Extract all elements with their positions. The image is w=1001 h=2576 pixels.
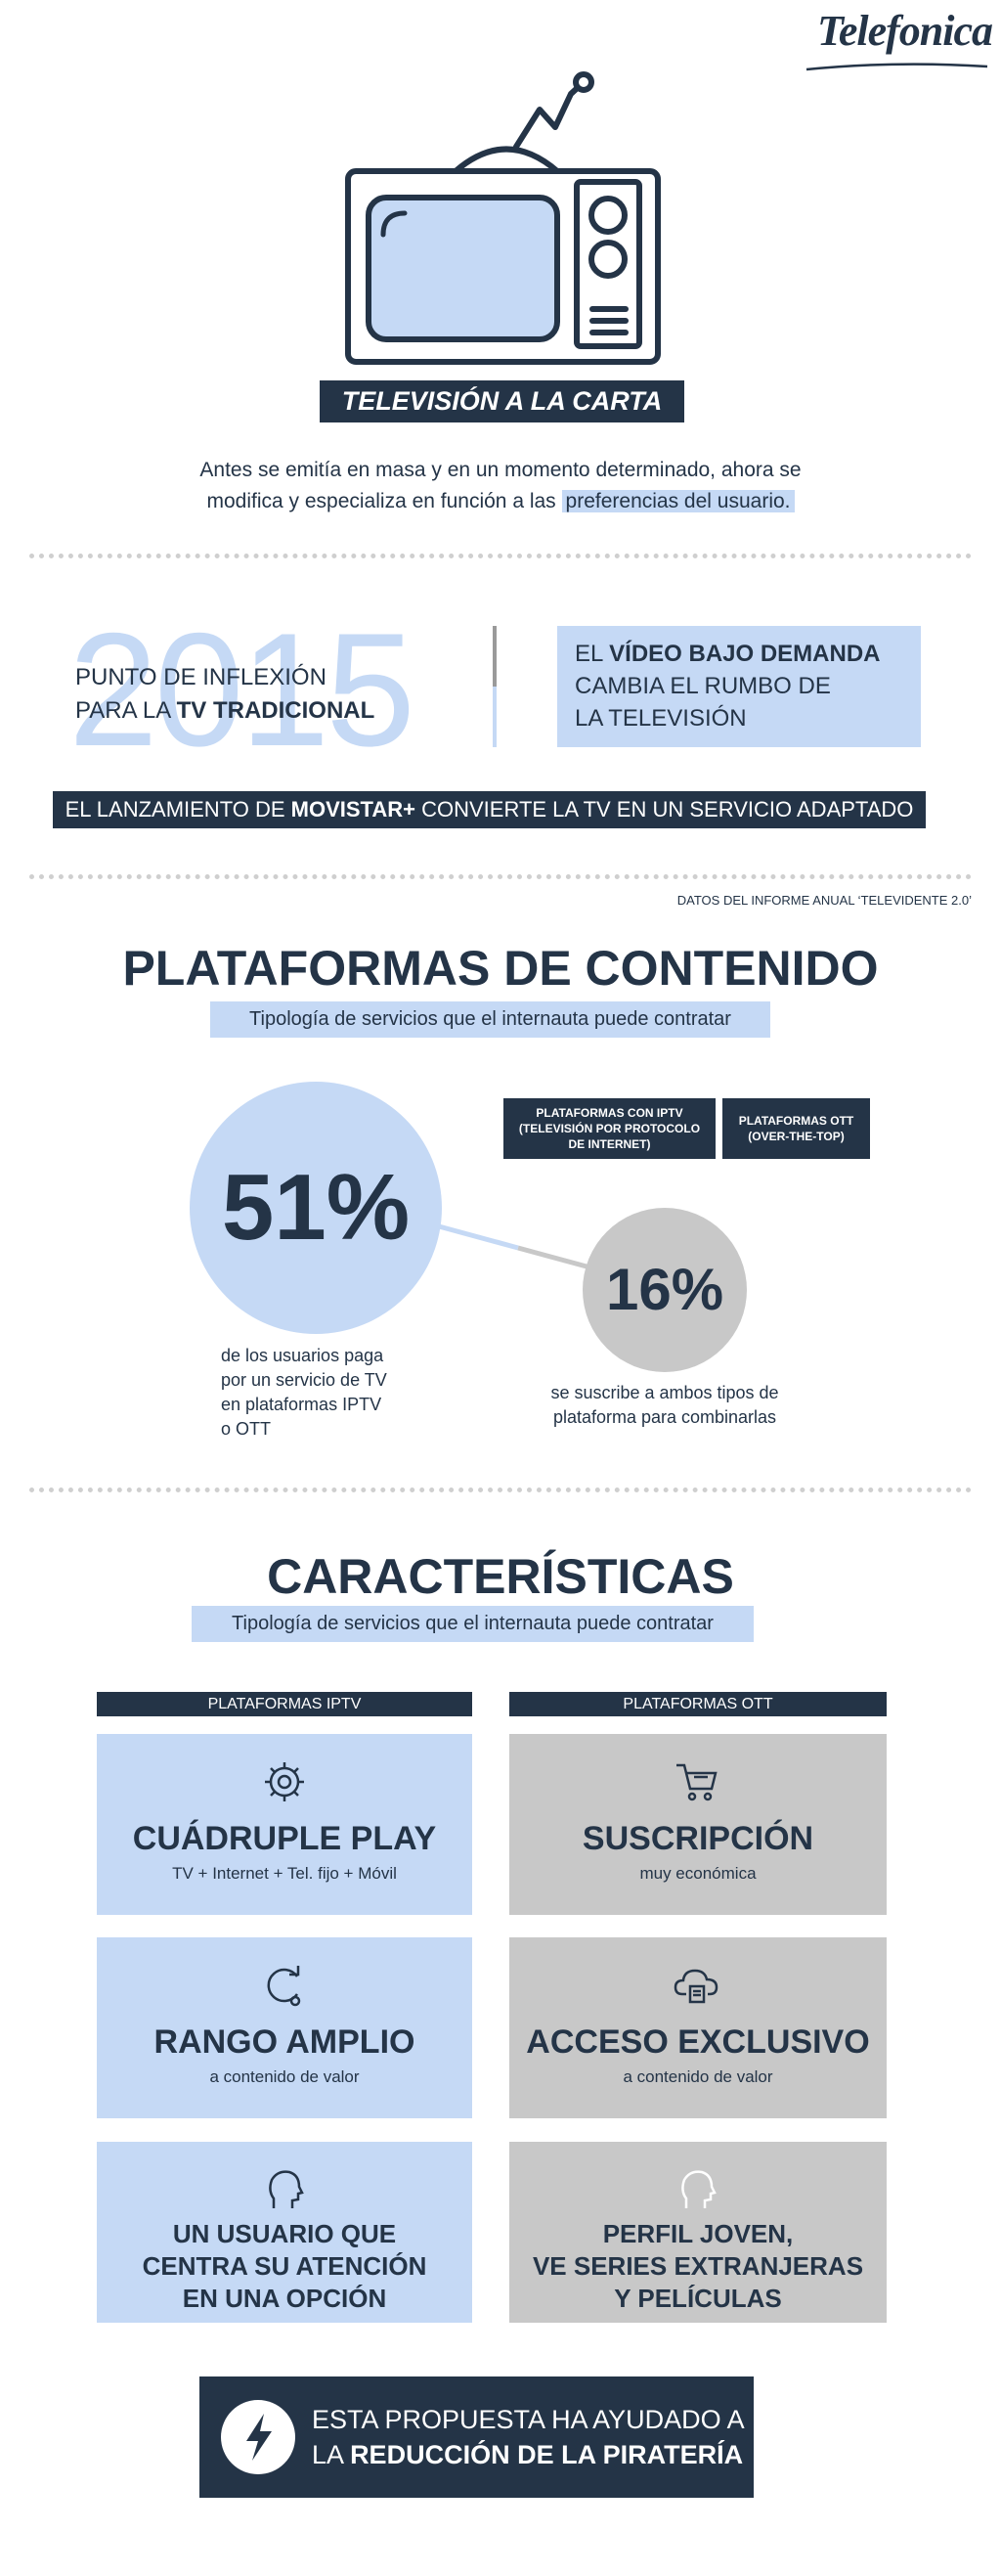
badge: PLATAFORMAS CON IPTV (TELEVISIÓN POR PRO… (503, 1098, 716, 1159)
section-title: CARACTERÍSTICAS (267, 1549, 734, 1604)
badge-line: PLATAFORMAS OTT (738, 1114, 854, 1128)
feature-card: CUÁDRUPLE PLAY TV + Internet + Tel. fijo… (97, 1734, 472, 1915)
card-subtitle: a contenido de valor (623, 2067, 773, 2086)
divider (29, 554, 972, 558)
vod-box: EL VÍDEO BAJO DEMANDA CAMBIA EL RUMBO DE… (557, 626, 921, 747)
cloud-icon (674, 1969, 718, 2004)
card-title: SUSCRIPCIÓN (582, 1820, 814, 1857)
logo: Telefonica (797, 6, 993, 74)
caption-line: en plataformas IPTV (221, 1395, 382, 1414)
column-header: PLATAFORMAS OTT (509, 1692, 887, 1716)
footer-box: ESTA PROPUESTA HA AYUDADO A LA REDUCCIÓN… (199, 2376, 754, 2498)
separator (493, 687, 497, 747)
text: CONVIERTE LA TV EN UN SERVICIO ADAPTADO (421, 797, 914, 822)
tv-icon (345, 71, 661, 365)
text-line: LA REDUCCIÓN DE LA PIRATERÍA (312, 2437, 745, 2472)
caption-line: se suscribe a ambos tipos de (550, 1383, 779, 1402)
caption-line: de los usuarios paga (221, 1346, 384, 1365)
card-line: UN USUARIO QUE (172, 2219, 397, 2248)
text-line: PUNTO DE INFLEXIÓN (75, 664, 326, 690)
text-bold: VÍDEO BAJO DEMANDA (609, 641, 881, 667)
card-line: PERFIL JOVEN, (602, 2219, 794, 2248)
badge: PLATAFORMAS OTT (OVER-THE-TOP) (722, 1098, 870, 1159)
logo-swoosh (805, 63, 988, 71)
feature-card: ACCESO EXCLUSIVO a contenido de valor (509, 1937, 887, 2118)
card-subtitle: muy económica (639, 1864, 757, 1883)
head-icon (681, 2170, 717, 2208)
refresh-icon (267, 1966, 301, 2007)
section-title: PLATAFORMAS DE CONTENIDO (122, 941, 879, 996)
card-subtitle: TV + Internet + Tel. fijo + Móvil (172, 1864, 397, 1883)
text-bold: REDUCCIÓN DE LA PIRATERÍA (350, 2440, 744, 2469)
section-subtitle: Tipología de servicios que el internauta… (210, 1001, 770, 1038)
stat-caption: de los usuarios paga por un servicio de … (221, 1344, 387, 1442)
text: LA (312, 2440, 343, 2469)
caption-line: o OTT (221, 1419, 272, 1439)
text-line: PARA LA TV TRADICIONAL (75, 694, 374, 728)
caption-line: plataforma para combinarlas (552, 1407, 777, 1427)
feature-card: UN USUARIO QUE CENTRA SU ATENCIÓN EN UNA… (97, 2142, 472, 2323)
text-bold: MOVISTAR+ (290, 797, 415, 822)
text: PARA LA (75, 697, 170, 724)
text-line: EL VÍDEO BAJO DEMANDA (575, 638, 881, 670)
badge-line: (OVER-THE-TOP) (748, 1130, 845, 1143)
stat-caption: se suscribe a ambos tipos de plataforma … (469, 1381, 860, 1430)
section-subtitle: Tipología de servicios que el internauta… (192, 1606, 754, 1642)
footer-text: ESTA PROPUESTA HA AYUDADO A LA REDUCCIÓN… (312, 2402, 745, 2472)
card-lines: PERFIL JOVEN, VE SERIES EXTRANJERAS Y PE… (509, 2218, 887, 2315)
card-title: ACCESO EXCLUSIVO (526, 2023, 870, 2061)
feature-card: PERFIL JOVEN, VE SERIES EXTRANJERAS Y PE… (509, 2142, 887, 2323)
badge-line: DE INTERNET) (568, 1137, 651, 1151)
source-note: DATOS DEL INFORME ANUAL ‘TELEVIDENTE 2.0… (676, 893, 972, 908)
card-line: CENTRA SU ATENCIÓN (142, 2251, 427, 2281)
turning-point-left: PUNTO DE INFLEXIÓN PARA LA TV TRADICIONA… (75, 661, 374, 728)
feature-card: RANGO AMPLIO a contenido de valor (97, 1937, 472, 2118)
hero-intro: Antes se emitía en masa y en un momento … (0, 455, 1001, 517)
card-line: VE SERIES EXTRANJERAS (532, 2251, 864, 2281)
head-icon (269, 2170, 304, 2208)
stats-graphic (190, 1082, 747, 1372)
text-line: ESTA PROPUESTA HA AYUDADO A (312, 2405, 745, 2434)
year: 2015 (68, 600, 415, 779)
movistar-banner: EL LANZAMIENTO DE MOVISTAR+ CONVIERTE LA… (53, 791, 926, 828)
card-title: RANGO AMPLIO (153, 2023, 415, 2061)
badge-line: PLATAFORMAS CON IPTV (536, 1106, 683, 1120)
divider (29, 1488, 972, 1492)
intro-line: Antes se emitía en masa y en un momento … (199, 459, 802, 481)
intro-highlight: preferencias del usuario. (561, 490, 795, 512)
text: EL LANZAMIENTO DE (65, 797, 285, 822)
hero-title: TELEVISIÓN A LA CARTA (320, 380, 684, 422)
stat-value: 16% (605, 1257, 724, 1322)
vod-text: EL VÍDEO BAJO DEMANDA CAMBIA EL RUMBO DE… (575, 638, 881, 734)
card-subtitle: a contenido de valor (209, 2067, 360, 2086)
logo-text: Telefonica (817, 7, 993, 55)
feature-card: SUSCRIPCIÓN muy económica (509, 1734, 887, 1915)
text: EL (575, 641, 603, 667)
cart-icon (676, 1763, 718, 1801)
card-line: EN UNA OPCIÓN (182, 2284, 387, 2313)
bolt-icon (221, 2400, 295, 2474)
separator (493, 626, 497, 687)
caption-line: por un servicio de TV (221, 1370, 387, 1390)
divider (29, 874, 972, 879)
intro-text: modifica y especializa en función a las (206, 490, 556, 512)
badge-line: (TELEVISIÓN POR PROTOCOLO (518, 1122, 701, 1135)
text-line: CAMBIA EL RUMBO DE (575, 673, 831, 699)
card-title: CUÁDRUPLE PLAY (132, 1820, 437, 1857)
text-line: LA TELEVISIÓN (575, 705, 747, 732)
intro-line: modifica y especializa en función a las … (0, 486, 1001, 517)
stat-value: 51% (221, 1155, 411, 1260)
text-bold: TV TRADICIONAL (176, 697, 375, 724)
gear-icon (265, 1762, 304, 1801)
card-line: Y PELÍCULAS (614, 2284, 782, 2313)
column-header: PLATAFORMAS IPTV (97, 1692, 472, 1716)
card-lines: UN USUARIO QUE CENTRA SU ATENCIÓN EN UNA… (97, 2218, 472, 2315)
